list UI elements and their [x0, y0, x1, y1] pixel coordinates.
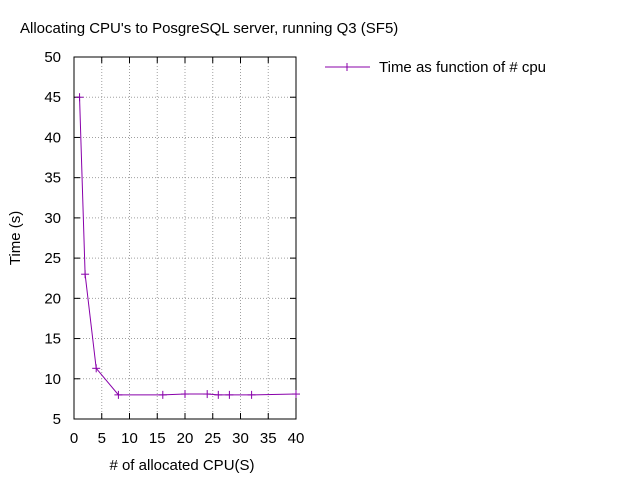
data-point-marker: [158, 390, 167, 399]
y-tick-label: 15: [44, 331, 61, 348]
y-tick-label: 50: [44, 49, 61, 66]
legend-marker: [343, 63, 351, 71]
chart-title: Allocating CPU's to PosgreSQL server, ru…: [20, 20, 398, 37]
data-point-marker: [181, 390, 189, 399]
x-tick-label: 35: [260, 430, 277, 447]
x-tick-label: 5: [98, 430, 106, 447]
y-tick-label: 5: [53, 411, 61, 428]
x-tick-label: 0: [70, 430, 78, 447]
data-point-marker: [75, 93, 84, 102]
x-tick-label: 25: [204, 430, 221, 447]
x-tick-label: 10: [121, 430, 138, 447]
y-tick-label: 45: [44, 89, 61, 106]
data-point-marker: [203, 390, 212, 399]
data-point-marker: [292, 390, 300, 399]
data-point-marker: [92, 364, 101, 373]
y-tick-label: 20: [44, 290, 61, 307]
data-point-marker: [247, 390, 256, 399]
y-tick-label: 35: [44, 170, 61, 187]
grid: [74, 57, 296, 419]
x-tick-label: 15: [149, 430, 166, 447]
legend-entry-label: Time as function of # cpu: [379, 59, 546, 76]
legend: Time as function of # cpu: [325, 59, 546, 76]
series-layer: [75, 93, 300, 399]
series-line: [79, 97, 297, 396]
data-point-marker: [81, 270, 90, 279]
x-tick-label: 20: [177, 430, 194, 447]
data-point-marker: [214, 390, 223, 399]
y-axis-label: Time (s): [7, 211, 24, 265]
y-tick-label: 40: [44, 129, 61, 146]
x-tick-label: 30: [232, 430, 249, 447]
data-point-marker: [114, 390, 123, 399]
data-point-marker: [225, 390, 234, 399]
y-tick-label: 10: [44, 371, 61, 388]
y-axis-ticks: 5 10 15 20 25 30 35 40 45 50: [44, 49, 296, 428]
x-tick-label: 40: [288, 430, 305, 447]
x-axis-label: # of allocated CPU(S): [109, 457, 254, 474]
y-tick-label: 25: [44, 250, 61, 267]
y-tick-label: 30: [44, 210, 61, 227]
x-axis-ticks: 0 5 10 15 20 25 30 35 40: [70, 57, 305, 447]
